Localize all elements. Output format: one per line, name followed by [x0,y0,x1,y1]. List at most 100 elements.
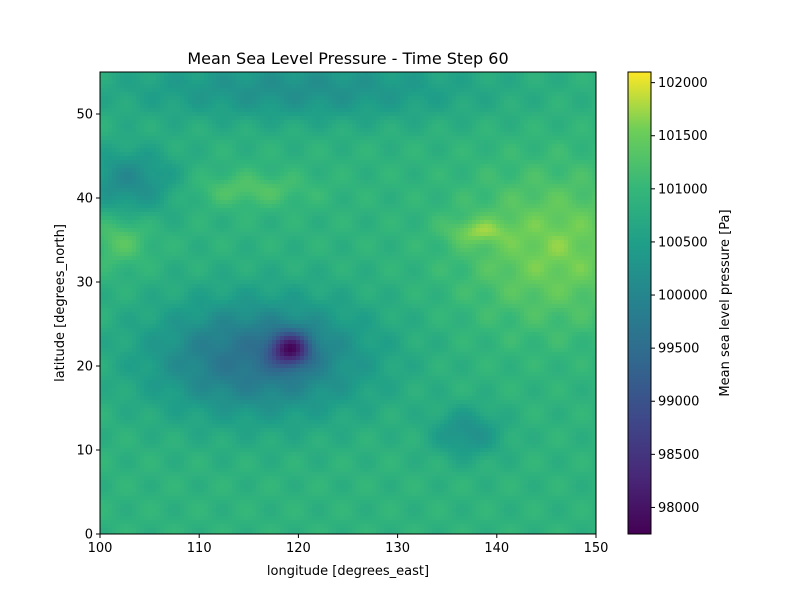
heatmap-cell [476,228,481,233]
heatmap-cell [216,204,221,209]
heatmap-cell [156,212,161,217]
heatmap-cell [108,152,113,157]
heatmap-cell [480,172,485,177]
heatmap-cell [288,160,293,165]
heatmap-cell [588,228,593,233]
heatmap-cell [264,220,269,225]
heatmap-cell [308,180,313,185]
heatmap-cell [368,120,373,125]
heatmap-cell [432,184,437,189]
heatmap-cell [240,100,245,105]
heatmap-cell [516,220,521,225]
heatmap-cell [392,176,397,181]
heatmap-cell [456,224,461,229]
heatmap-cell [432,92,437,97]
heatmap-cell [568,184,573,189]
heatmap-cell [264,204,269,209]
heatmap-cell [172,220,177,225]
heatmap-cell [460,72,465,77]
heatmap-cell [200,80,205,85]
heatmap-cell [100,72,105,77]
heatmap-cell [260,140,265,145]
heatmap-cell [432,112,437,117]
heatmap-cell [304,148,309,153]
heatmap-cell [292,208,297,213]
heatmap-cell [468,188,473,193]
heatmap-cell [420,172,425,177]
heatmap-cell [480,192,485,197]
heatmap-cell [128,208,133,213]
heatmap-cell [320,196,325,201]
heatmap-cell [420,116,425,121]
heatmap-cell [156,232,161,237]
heatmap-cell [520,116,525,121]
heatmap-cell [428,196,433,201]
heatmap-cell [212,92,217,97]
heatmap-cell [240,132,245,137]
heatmap-cell [516,160,521,165]
heatmap-cell [268,164,273,169]
heatmap-cell [320,124,325,129]
heatmap-cell [168,104,173,109]
heatmap-cell [564,168,569,173]
heatmap-cell [524,168,529,173]
heatmap-cell [132,156,137,161]
heatmap-cell [300,212,305,217]
heatmap-cell [304,216,309,221]
heatmap-cell [572,180,577,185]
heatmap-cell [356,208,361,213]
heatmap-cell [280,136,285,141]
heatmap-cell [380,176,385,181]
heatmap-cell [400,200,405,205]
heatmap-cell [416,108,421,113]
heatmap-cell [528,100,533,105]
heatmap-cell [272,88,277,93]
heatmap-cell [404,152,409,157]
heatmap-cell [532,156,537,161]
heatmap-cell [504,168,509,173]
heatmap-cell [268,152,273,157]
heatmap-cell [460,76,465,81]
heatmap-cell [332,156,337,161]
heatmap-cell [140,116,145,121]
heatmap-cell [260,220,265,225]
heatmap-cell [104,224,109,229]
heatmap-cell [160,216,165,221]
heatmap-cell [136,76,141,81]
heatmap-cell [344,84,349,89]
heatmap-cell [148,104,153,109]
heatmap-cell [456,144,461,149]
heatmap-cell [184,140,189,145]
heatmap-cell [372,200,377,205]
heatmap-cell [572,124,577,129]
heatmap-cell [520,144,525,149]
heatmap-cell [172,92,177,97]
heatmap-cell [456,156,461,161]
heatmap-cell [368,200,373,205]
heatmap-cell [416,172,421,177]
heatmap-cell [236,120,241,125]
heatmap-cell [220,172,225,177]
heatmap-cell [364,188,369,193]
heatmap-cell [344,124,349,129]
heatmap-cell [396,92,401,97]
heatmap-cell [352,80,357,85]
heatmap-cell [280,100,285,105]
heatmap-cell [388,168,393,173]
heatmap-cell [504,104,509,109]
heatmap-cell [192,120,197,125]
heatmap-cell [312,144,317,149]
heatmap-cell [452,200,457,205]
heatmap-cell [508,140,513,145]
heatmap-cell [180,120,185,125]
heatmap-cell [192,184,197,189]
heatmap-cell [224,72,229,77]
heatmap-cell [280,84,285,89]
heatmap-cell [232,196,237,201]
heatmap-cell [472,216,477,221]
heatmap-cell [376,160,381,165]
heatmap-cell [452,208,457,213]
heatmap-cell [584,180,589,185]
heatmap-cell [276,108,281,113]
heatmap-cell [404,124,409,129]
